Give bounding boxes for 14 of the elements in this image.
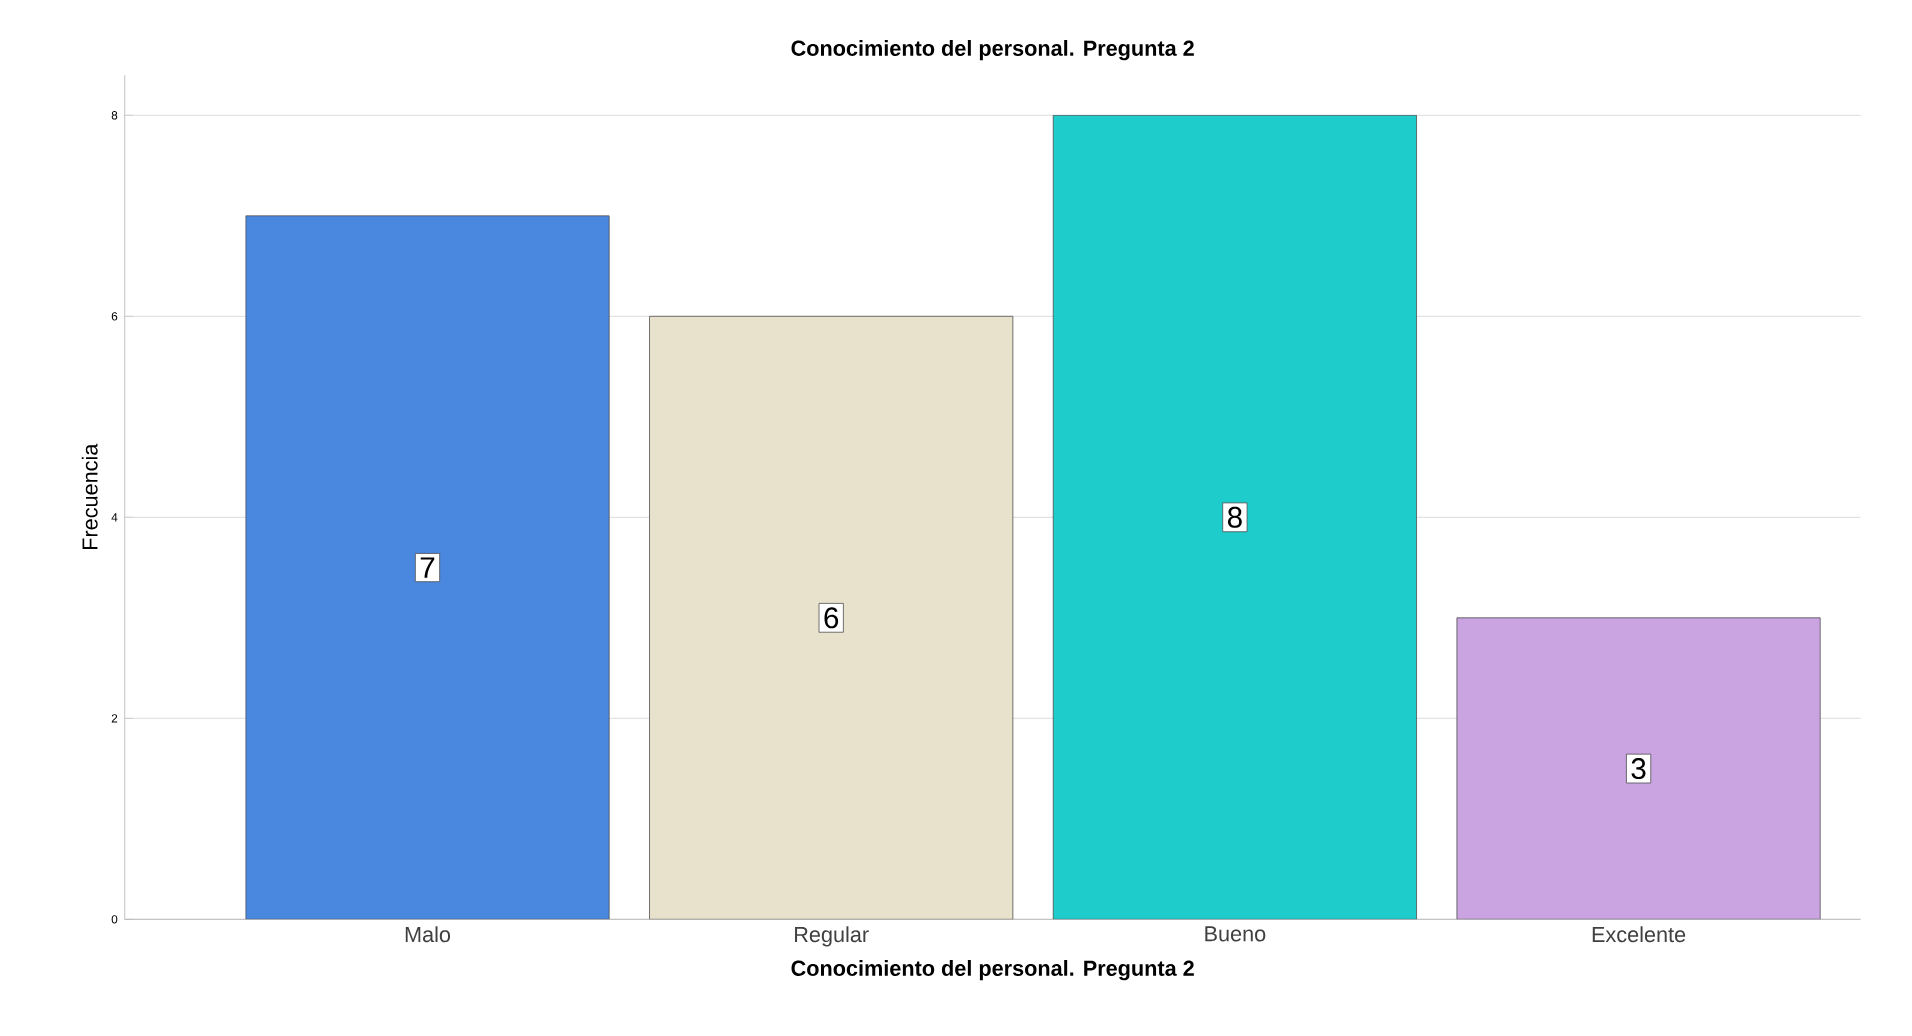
x-tick-label: Bueno [1205,926,1266,942]
data-label: 3 [1631,758,1646,780]
data-label: 7 [420,557,435,578]
x-tick-label: Malo [405,926,451,943]
data-label: 8 [1227,506,1242,528]
x-axis-title: Conocimiento del personal. Pregunta 2 [791,960,1194,981]
bar [1052,114,1417,920]
bar [1456,617,1821,920]
x-tick-label: Excelente [1592,926,1686,943]
data-label: 6 [824,607,839,629]
bar [649,315,1014,920]
x-tick-label: Regular [795,926,869,947]
chart-title: Conocimiento del personal. Pregunta 2 [791,39,1194,61]
y-axis-title: Frecuencia [81,443,98,550]
